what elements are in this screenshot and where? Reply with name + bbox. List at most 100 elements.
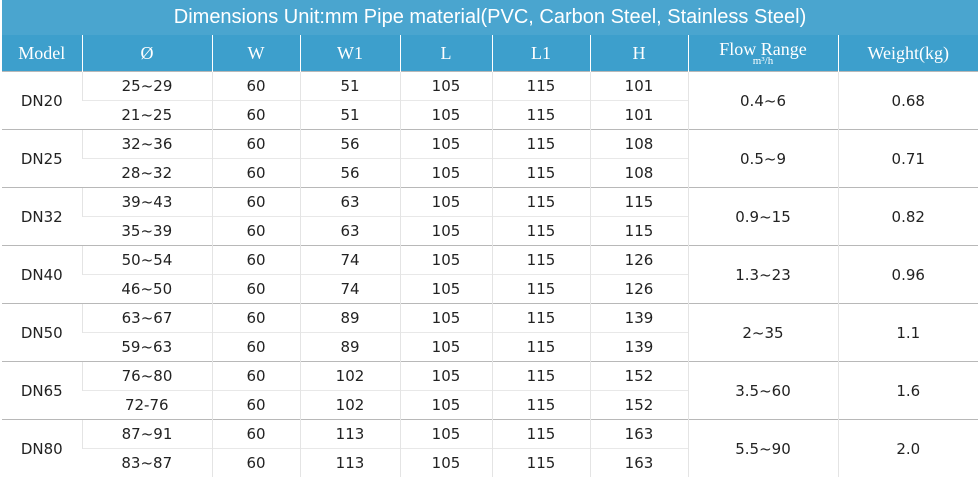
data-cell: 105	[399, 158, 492, 188]
model-cell: DN40	[2, 245, 82, 304]
model-cell: DN80	[2, 419, 82, 477]
data-cell: 60	[211, 390, 300, 420]
weight-cell: 2.0	[837, 419, 978, 477]
data-cell: 139	[589, 303, 688, 333]
data-cell: 60	[211, 448, 300, 477]
flow-cell: 5.5~90	[687, 419, 838, 477]
data-cell: 115	[491, 129, 590, 159]
data-cell: 101	[589, 100, 688, 130]
header-cell: L1	[491, 35, 590, 72]
data-cell: 60	[211, 129, 300, 159]
data-cell: 108	[589, 129, 688, 159]
table-title: Dimensions Unit:mm Pipe material(PVC, Ca…	[2, 0, 978, 35]
data-cell: 105	[399, 448, 492, 477]
data-cell: 89	[299, 332, 400, 362]
weight-cell: 1.1	[837, 303, 978, 362]
data-cell: 102	[299, 361, 400, 391]
data-cell: 59~63	[82, 332, 212, 362]
data-cell: 105	[399, 274, 492, 304]
table: Model Ø W W1 L L1 H Flow Range m³/h Weight(kg) DN…	[2, 35, 978, 477]
header-label: Flow Range	[719, 38, 807, 59]
data-cell: 105	[399, 245, 492, 275]
weight-cell: 0.71	[837, 129, 978, 188]
data-cell: 105	[399, 390, 492, 420]
data-cell: 105	[399, 71, 492, 101]
header-cell: Ø	[81, 35, 212, 72]
data-cell: 35~39	[82, 216, 212, 246]
table-row: 59~63 60 89 105 115 139	[2, 332, 978, 362]
data-cell: 28~32	[82, 158, 212, 188]
data-cell: 76~80	[81, 361, 212, 391]
data-cell: 63	[299, 187, 400, 217]
table-row: DN65 76~80 60 102 105 115 152 3.5~60 1.6	[2, 361, 978, 420]
data-cell: 115	[491, 245, 590, 275]
data-cell: 60	[211, 361, 300, 391]
data-cell: 105	[399, 361, 492, 391]
data-cell: 115	[491, 303, 590, 333]
data-cell: 115	[589, 216, 688, 246]
data-cell: 115	[491, 100, 590, 130]
data-cell: 115	[491, 274, 590, 304]
flow-cell: 2~35	[687, 303, 838, 362]
table-row: DN25 32~36 60 56 105 115 108 0.5~9 0.71	[2, 129, 978, 188]
data-cell: 74	[299, 245, 400, 275]
data-cell: 115	[491, 390, 590, 420]
data-cell: 105	[399, 419, 492, 449]
data-cell: 60	[211, 71, 300, 101]
table-row: DN50 63~67 60 89 105 115 139 2~35 1.1	[2, 303, 978, 362]
data-cell: 105	[399, 303, 492, 333]
data-cell: 105	[399, 216, 492, 246]
data-cell: 56	[299, 158, 400, 188]
weight-cell: 0.96	[837, 245, 978, 304]
data-cell: 60	[211, 245, 300, 275]
data-cell: 115	[589, 187, 688, 217]
data-cell: 63	[299, 216, 400, 246]
table-row: DN80 87~91 60 113 105 115 163 5.5~90 2.0	[2, 419, 978, 477]
header-cell: L	[399, 35, 492, 72]
data-cell: 126	[589, 274, 688, 304]
header-cell: Weight(kg)	[837, 35, 978, 72]
data-cell: 39~43	[81, 187, 212, 217]
table-row: 72-76 60 102 105 115 152	[2, 390, 978, 420]
data-cell: 115	[491, 71, 590, 101]
table-row: DN20 25~29 60 51 105 115 101 0.4~6 0.68	[2, 71, 978, 130]
data-cell: 115	[491, 187, 590, 217]
data-cell: 60	[211, 158, 300, 188]
data-cell: 51	[299, 100, 400, 130]
flow-cell: 1.3~23	[687, 245, 838, 304]
data-cell: 25~29	[81, 71, 212, 101]
data-cell: 101	[589, 71, 688, 101]
data-cell: 115	[491, 216, 590, 246]
model-cell: DN32	[2, 187, 82, 246]
data-cell: 115	[491, 158, 590, 188]
header-cell: W	[211, 35, 300, 72]
data-cell: 89	[299, 303, 400, 333]
data-cell: 115	[491, 448, 590, 477]
data-cell: 115	[491, 419, 590, 449]
data-cell: 108	[589, 158, 688, 188]
data-cell: 32~36	[81, 129, 212, 159]
header-cell: W1	[299, 35, 400, 72]
header-cell: H	[589, 35, 688, 72]
data-cell: 113	[299, 448, 400, 477]
table-row: DN40 50~54 60 74 105 115 126 1.3~23 0.96	[2, 245, 978, 304]
table-row: 28~32 60 56 105 115 108	[2, 158, 978, 188]
weight-cell: 0.68	[837, 71, 978, 130]
data-cell: 115	[491, 361, 590, 391]
weight-cell: 0.82	[837, 187, 978, 246]
data-cell: 60	[211, 274, 300, 304]
data-cell: 21~25	[82, 100, 212, 130]
data-cell: 152	[589, 390, 688, 420]
data-cell: 60	[211, 419, 300, 449]
model-cell: DN25	[2, 129, 82, 188]
data-cell: 60	[211, 216, 300, 246]
data-cell: 105	[399, 100, 492, 130]
data-cell: 72-76	[82, 390, 212, 420]
table-row: 21~25 60 51 105 115 101	[2, 100, 978, 130]
flow-cell: 0.5~9	[687, 129, 838, 188]
data-cell: 163	[589, 448, 688, 477]
header-unit: m³/h	[752, 54, 774, 67]
data-cell: 63~67	[81, 303, 212, 333]
data-cell: 60	[211, 100, 300, 130]
